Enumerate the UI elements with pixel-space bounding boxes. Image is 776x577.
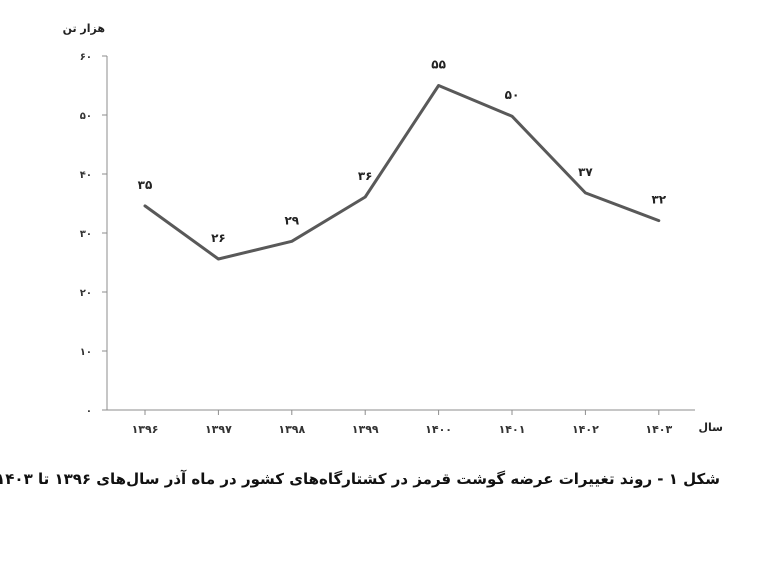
y-tick-label: ۲۰ [80, 288, 92, 299]
y-tick-label: ۶۰ [80, 52, 92, 63]
data-labels: ۳۵ ۲۶ ۲۹ ۳۶ ۵۵ ۵۰ ۳۷ ۳۲ [138, 58, 667, 245]
x-tick-label: ۱۴۰۲ [572, 423, 599, 436]
y-tick-label: ۱۰ [80, 347, 92, 358]
data-label: ۳۷ [578, 165, 593, 179]
line-chart: ۰ ۱۰ ۲۰ ۳۰ ۴۰ ۵۰ ۶۰ ۱۳۹۶ ۱۳۹۷ ۱۳۹۸ ۱۳۹۹ ۱۴۰۰ ۱۴۰۱ ۱۴… [63, 22, 724, 436]
x-tick-label: ۱۴۰۱ [499, 423, 526, 436]
data-label: ۳۵ [138, 178, 153, 192]
data-label: ۵۵ [431, 58, 446, 72]
figure-caption: شکل ۱ - روند تغییرات عرضه گوشت قرمز در ک… [0, 470, 720, 488]
x-axis-title: سال [699, 421, 724, 434]
data-label: ۲۹ [284, 213, 299, 227]
x-axis-ticks: ۱۳۹۶ ۱۳۹۷ ۱۳۹۸ ۱۳۹۹ ۱۴۰۰ ۱۴۰۱ ۱۴۰۲ ۱۴۰۳ [132, 410, 673, 436]
y-axis-ticks: ۰ ۱۰ ۲۰ ۳۰ ۴۰ ۵۰ ۶۰ [80, 52, 107, 417]
y-tick-label: ۵۰ [80, 111, 92, 122]
x-tick-label: ۱۳۹۶ [132, 423, 159, 436]
data-label: ۳۶ [358, 169, 373, 183]
y-tick-label: ۰ [86, 406, 92, 417]
x-tick-label: ۱۳۹۹ [352, 423, 379, 436]
x-tick-label: ۱۳۹۷ [205, 423, 232, 436]
x-tick-label: ۱۴۰۳ [645, 423, 672, 436]
x-tick-label: ۱۴۰۰ [425, 423, 452, 436]
data-label: ۲۶ [211, 231, 226, 245]
series-line [143, 84, 661, 261]
y-tick-label: ۳۰ [80, 229, 92, 240]
data-label: ۵۰ [505, 88, 520, 102]
x-tick-label: ۱۳۹۸ [278, 423, 305, 436]
y-tick-label: ۴۰ [80, 170, 92, 181]
y-axis-title: هزار تن [63, 22, 105, 35]
data-label: ۳۲ [651, 193, 666, 207]
